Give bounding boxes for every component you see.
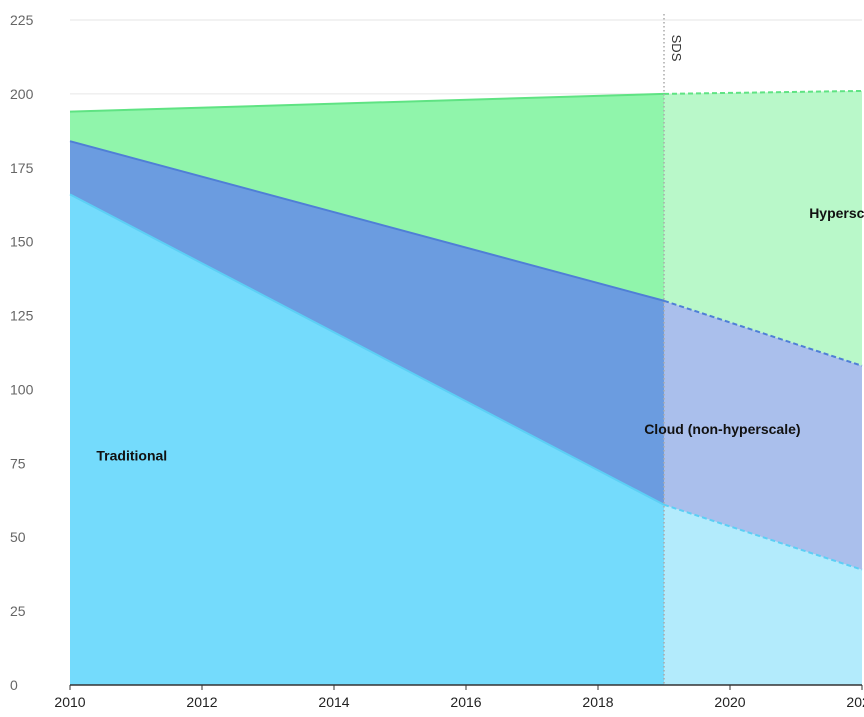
area-label: Cloud (non-hyperscale) (644, 421, 800, 437)
y-tick-label: 0 (10, 677, 18, 693)
x-tick-label: 2012 (186, 694, 217, 710)
series-line (69, 92, 665, 113)
y-tick-label: 175 (10, 160, 34, 176)
series-line-projection (663, 503, 863, 571)
x-tick-label: 2014 (318, 694, 349, 710)
y-tick-label: 75 (10, 455, 26, 471)
y-tick-label: 225 (10, 12, 34, 28)
y-tick-label: 50 (10, 529, 26, 545)
chart-lines (69, 89, 863, 571)
x-tick-label: 2016 (450, 694, 481, 710)
x-tick-label: 2022 (846, 694, 864, 710)
area-historical (70, 141, 664, 505)
series-line-projection (663, 299, 863, 367)
area-historical (70, 194, 664, 685)
x-tick-label: 2018 (582, 694, 613, 710)
y-tick-label: 200 (10, 86, 34, 102)
area-projection (664, 90, 862, 366)
x-tick-label: 2010 (54, 694, 85, 710)
area-label: Hyperscale (809, 205, 864, 221)
area-historical (70, 93, 664, 301)
area-projection (664, 504, 862, 685)
y-tick-label: 150 (10, 234, 34, 250)
axes: 0 25 50 75 100 125 150 175 200 225 2010 2012 2014 201… (10, 12, 864, 710)
y-tick-label: 25 (10, 603, 26, 619)
series-line (69, 140, 665, 302)
area-labels: Traditional Cloud (non-hyperscale) Hypersc… (96, 205, 864, 463)
y-tick-label: 100 (10, 381, 34, 397)
x-tick-label: 2020 (714, 694, 745, 710)
area-label: Traditional (96, 447, 167, 463)
area-projection (664, 300, 862, 570)
projection-label: SDS (669, 35, 684, 62)
chart-areas (70, 90, 862, 685)
series-line-projection (663, 89, 863, 95)
series-line (69, 193, 665, 506)
projection-marker: SDS (663, 14, 684, 685)
y-tick-label: 125 (10, 308, 34, 324)
